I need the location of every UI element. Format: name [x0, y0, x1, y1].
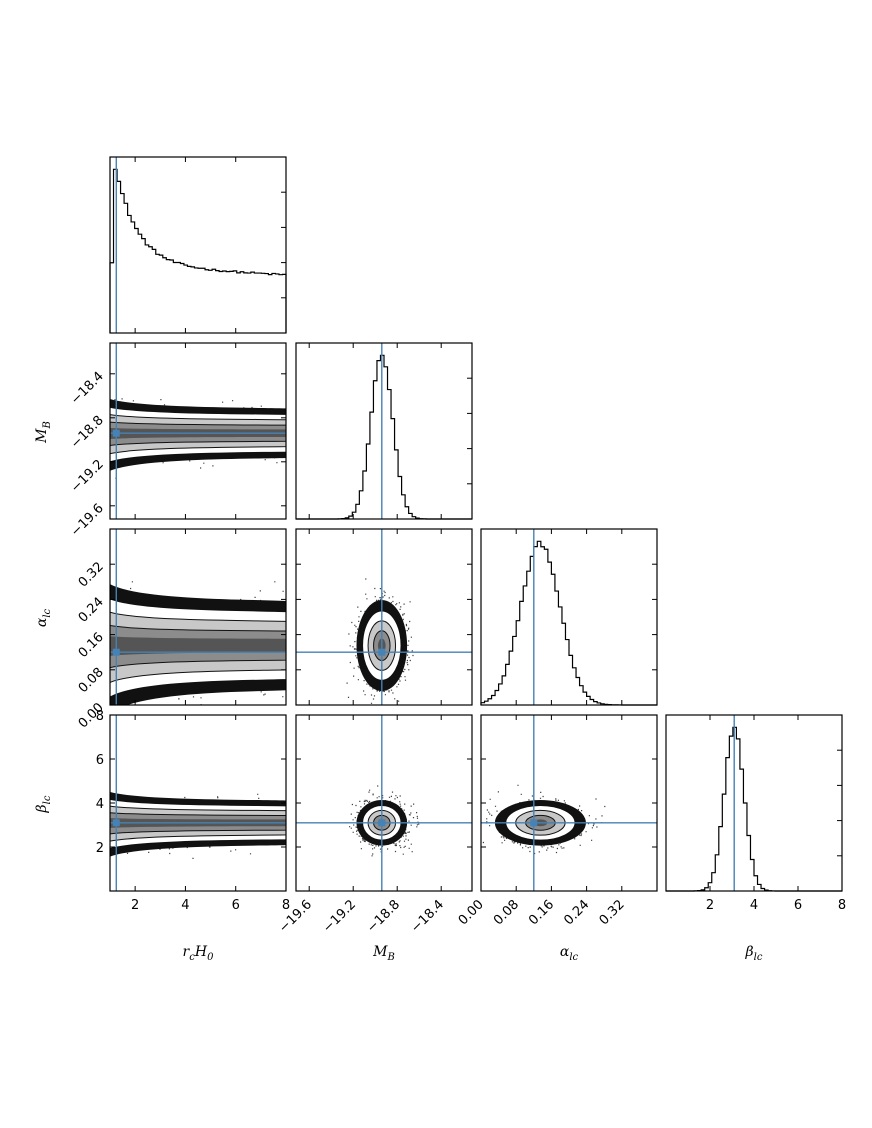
ytick-label-alpha_lc: 0.24 [76, 595, 107, 626]
xtick-label-rcH0: 8 [282, 898, 290, 913]
ytick-label-MB: −18.4 [68, 369, 107, 408]
panel-frame-rcH0-rcH0 [109, 156, 287, 334]
xtick-label-MB: −19.2 [320, 897, 359, 936]
ylabel-MB: MB [34, 421, 53, 444]
panel-frame-MB-MB [295, 342, 473, 520]
axis-labels-layer: rcH0 MB αlc βlc MB αlc βlc [34, 421, 763, 963]
xtick-label-beta_lc: 2 [706, 898, 714, 913]
xtick-label-beta_lc: 4 [750, 898, 758, 913]
panel-frames-layer [109, 156, 843, 892]
xtick-label-MB: −18.8 [364, 897, 403, 936]
xtick-label-rcH0: 2 [131, 898, 139, 913]
xtick-label-alpha_lc: 0.00 [456, 897, 487, 928]
truth-lines-layer [115, 157, 735, 891]
truth-marker [378, 648, 386, 656]
density-panel-rcH0-alpha_lc [110, 529, 286, 705]
xtick-label-alpha_lc: 0.24 [561, 897, 592, 928]
ylabel-beta: βlc [34, 795, 53, 813]
density-layer [110, 343, 657, 891]
panel-frame-alpha_lc-alpha_lc [480, 528, 658, 706]
ytick-label-beta_lc: 4 [96, 797, 104, 812]
histogram-alpha_lc [480, 540, 657, 706]
ytick-label-alpha_lc: 0.16 [76, 630, 107, 661]
panel-frame-MB-alpha_lc [295, 528, 473, 706]
histogram-layer [109, 168, 842, 892]
ytick-label-beta_lc: 8 [96, 709, 104, 724]
histogram-rcH0 [109, 168, 287, 333]
xtick-label-alpha_lc: 0.08 [491, 897, 522, 928]
density-panel-rcH0-beta_lc [110, 715, 286, 891]
histogram-beta_lc [666, 726, 842, 892]
panel-frame-alpha_lc-beta_lc [480, 714, 658, 892]
ytick-label-MB: −19.2 [68, 457, 107, 496]
density-panel-rcH0-MB [110, 343, 286, 519]
density-panel-MB-beta_lc [296, 715, 472, 891]
xlabel-MB: MB [372, 944, 395, 963]
ytick-label-MB: −18.8 [68, 413, 107, 452]
truth-marker [378, 819, 386, 827]
panel-frame-rcH0-MB [109, 342, 287, 520]
xlabel-rcH0: rcH0 [183, 944, 215, 963]
xlabel-alpha: αlc [560, 944, 579, 963]
truth-marker [112, 648, 120, 656]
ylabel-alpha: αlc [34, 608, 53, 627]
xtick-label-MB: −18.4 [408, 897, 447, 936]
ytick-label-beta_lc: 6 [96, 753, 104, 768]
ytick-label-beta_lc: 2 [96, 841, 104, 856]
density-panel-alpha_lc-beta_lc [481, 715, 657, 891]
truth-marker [530, 819, 538, 827]
xtick-label-alpha_lc: 0.16 [526, 897, 557, 928]
xtick-label-beta_lc: 6 [794, 898, 802, 913]
panel-frame-rcH0-alpha_lc [109, 528, 287, 706]
density-panel-MB-alpha_lc [296, 529, 472, 705]
truth-marker [112, 819, 120, 827]
xlabel-beta: βlc [745, 944, 763, 963]
histogram-MB [296, 354, 472, 520]
xtick-label-rcH0: 6 [232, 898, 240, 913]
xtick-label-rcH0: 4 [181, 898, 189, 913]
ytick-label-MB: −19.6 [68, 501, 107, 540]
ytick-label-alpha_lc: 0.08 [76, 665, 107, 696]
truth-marker [112, 429, 120, 437]
xtick-label-alpha_lc: 0.32 [597, 897, 628, 928]
ytick-label-alpha_lc: 0.32 [76, 559, 107, 590]
xtick-label-beta_lc: 8 [838, 898, 846, 913]
